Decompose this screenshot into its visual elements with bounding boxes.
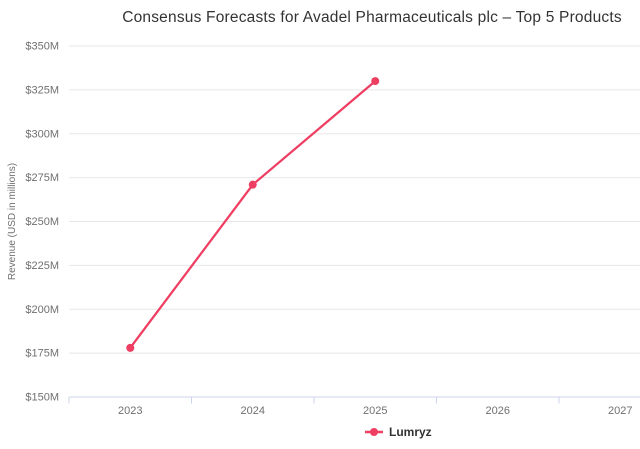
x-axis-label: 2023 — [118, 405, 142, 417]
x-axis-label: 2026 — [486, 405, 510, 417]
legend-item-lumryz[interactable]: Lumryz — [364, 425, 432, 439]
series-marker-icon — [365, 428, 383, 436]
y-axis-label: $150M — [25, 392, 59, 404]
legend-label: Lumryz — [389, 425, 432, 439]
y-axis-label: $350M — [25, 41, 59, 53]
x-axis-label: 2027 — [608, 405, 632, 417]
y-axis-label: $200M — [25, 304, 59, 316]
y-axis-label: $250M — [25, 216, 59, 228]
data-point[interactable] — [371, 77, 380, 86]
y-axis-title: Revenue (USD in millions) — [7, 163, 18, 280]
data-point[interactable] — [248, 180, 257, 189]
x-axis-label: 2025 — [363, 405, 387, 417]
y-axis-label: $325M — [25, 84, 59, 96]
y-axis-label: $225M — [25, 260, 59, 272]
x-axis-label: 2024 — [241, 405, 265, 417]
y-axis-label: $275M — [25, 172, 59, 184]
y-axis-label: $300M — [25, 128, 59, 140]
series-line-lumryz — [129, 79, 377, 349]
chart-title: Consensus Forecasts for Avadel Pharmaceu… — [122, 9, 622, 26]
data-point[interactable] — [126, 343, 135, 352]
y-axis-label: $175M — [25, 348, 59, 360]
